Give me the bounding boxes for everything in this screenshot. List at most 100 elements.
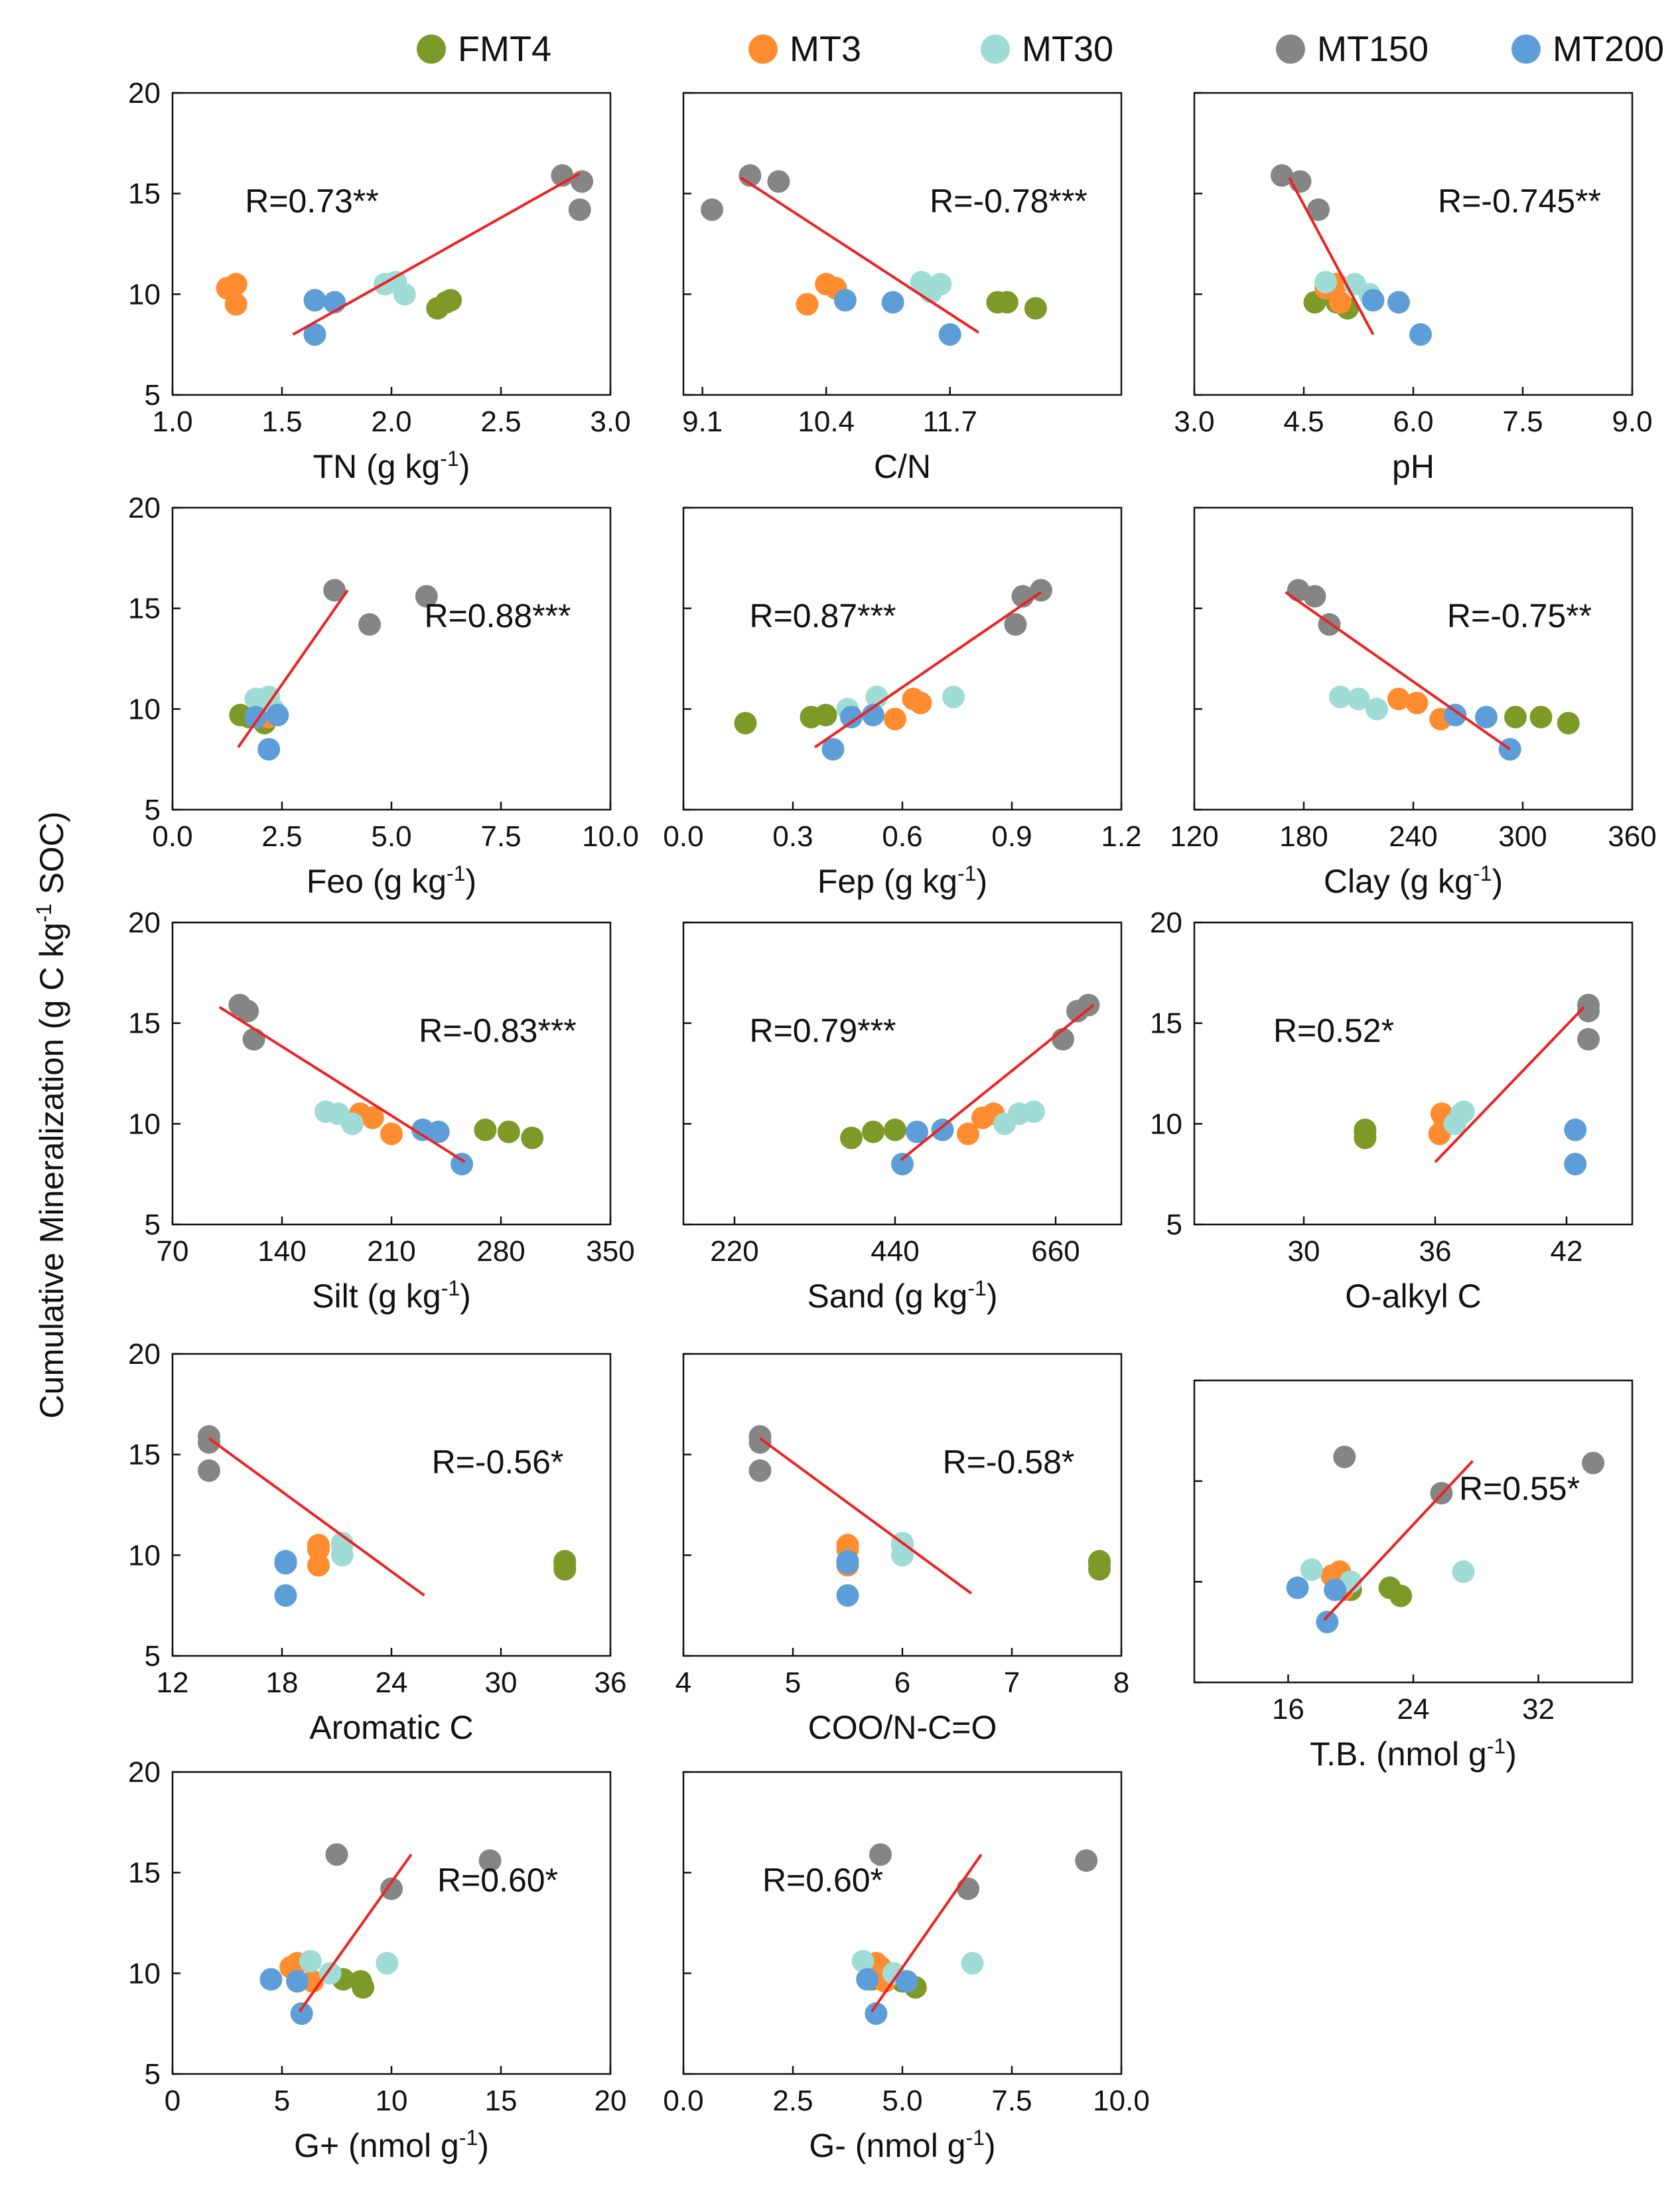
data-point-mt30 xyxy=(1452,1560,1475,1584)
data-point-mt150 xyxy=(701,198,724,221)
x-axis-label: Clay (g kg-1) xyxy=(1324,861,1503,900)
data-point-mt200 xyxy=(840,705,863,729)
x-tick-label: 10 xyxy=(376,2085,408,2117)
data-point-mt3 xyxy=(884,707,906,731)
y-tick-label: 5 xyxy=(1166,1209,1182,1241)
data-point-fmt4 xyxy=(862,1120,884,1143)
plot-frame xyxy=(171,92,612,396)
correlation-annotation: R=-0.58* xyxy=(943,1443,1075,1481)
x-tick-label: 240 xyxy=(1389,820,1437,853)
regression-line xyxy=(1434,1006,1585,1163)
x-tick-label: 5.0 xyxy=(371,820,411,853)
x-axis-label: Sand (g kg-1) xyxy=(807,1276,998,1315)
y-tick-label: 10 xyxy=(128,693,161,725)
regression-line xyxy=(218,1005,466,1163)
y-tick-label: 10 xyxy=(128,1957,161,1990)
plot-frame xyxy=(171,1353,612,1657)
scatter-panel-3: 3.0 4.5 6.0 7.5 9.0 pH R=-0.745** xyxy=(1174,92,1653,485)
data-point-mt150 xyxy=(1577,994,1600,1017)
y-tick-label: 15 xyxy=(128,1439,161,1471)
plot-frame xyxy=(171,1771,612,2075)
data-point-mt150 xyxy=(571,170,594,193)
data-point-mt30 xyxy=(1022,1100,1045,1124)
data-point-mt200 xyxy=(1564,1153,1587,1175)
data-point-mt3 xyxy=(836,1534,859,1557)
data-point-fmt4 xyxy=(1389,1584,1413,1607)
x-axis-label: pH xyxy=(1392,448,1435,485)
y-tick-label: 5 xyxy=(145,379,161,411)
data-point-mt150 xyxy=(198,1459,220,1482)
data-point-mt30 xyxy=(330,1532,354,1555)
legend-entry-mt150: MT150 xyxy=(1276,29,1429,69)
x-tick-label: 0.3 xyxy=(772,820,813,853)
data-point-mt150 xyxy=(748,1459,772,1482)
x-axis-label: Silt (g kg-1) xyxy=(312,1276,471,1315)
y-tick-label: 15 xyxy=(128,593,161,625)
x-tick-label: 7.5 xyxy=(480,820,521,853)
data-point-mt3 xyxy=(1329,291,1352,314)
x-tick-label: 15 xyxy=(485,2085,518,2117)
x-tick-label: 440 xyxy=(871,1235,919,1268)
data-point-mt200 xyxy=(1316,1611,1339,1633)
regression-line xyxy=(739,176,979,334)
legend-entry-mt3: MT3 xyxy=(748,29,861,69)
scatter-panel-14: 0.0 2.5 5.0 7.5 10.0 G- (nmol g-1) R=0.60* xyxy=(663,1771,1150,2164)
data-point-mt150 xyxy=(478,1849,502,1872)
data-point-fmt4 xyxy=(553,1550,577,1573)
x-tick-label: 7.5 xyxy=(991,2085,1032,2117)
correlation-annotation: R=0.55* xyxy=(1459,1470,1580,1507)
data-point-mt200 xyxy=(891,1153,914,1175)
data-point-mt200 xyxy=(906,1120,928,1143)
regression-line xyxy=(759,1437,973,1595)
data-point-mt30 xyxy=(942,686,965,709)
y-tick-label: 10 xyxy=(1150,1108,1182,1140)
y-tick-label: 15 xyxy=(128,178,161,210)
legend-label: MT3 xyxy=(790,29,861,69)
x-tick-label: 11.7 xyxy=(923,406,977,438)
data-point-mt200 xyxy=(833,289,857,312)
x-tick-label: 30 xyxy=(1288,1235,1320,1268)
y-tick-label: 20 xyxy=(1150,907,1182,939)
y-tick-label: 20 xyxy=(128,492,161,524)
data-point-mt200 xyxy=(266,703,289,727)
x-axis-label: COO/N-C=O xyxy=(808,1709,997,1746)
legend-marker xyxy=(1276,35,1305,64)
x-tick-label: 20 xyxy=(595,2085,627,2117)
data-point-mt150 xyxy=(1582,1451,1605,1475)
data-point-mt30 xyxy=(376,1952,399,1975)
data-point-mt3 xyxy=(307,1534,330,1557)
plot-frame xyxy=(1193,1379,1634,1684)
data-point-mt200 xyxy=(1362,289,1385,312)
data-point-mt150 xyxy=(1004,613,1027,636)
y-tick-label: 5 xyxy=(145,1209,161,1241)
x-tick-label: 220 xyxy=(710,1235,758,1268)
data-point-mt3 xyxy=(796,293,819,316)
data-point-mt30 xyxy=(851,1950,875,1973)
data-point-mt30 xyxy=(1314,271,1337,294)
data-point-mt30 xyxy=(1347,688,1370,711)
y-tick-label: 15 xyxy=(128,1007,161,1040)
data-point-fmt4 xyxy=(497,1120,520,1143)
correlation-annotation: R=0.88*** xyxy=(425,597,571,634)
data-point-mt150 xyxy=(1333,1445,1356,1469)
x-tick-label: 1.5 xyxy=(261,406,302,438)
data-point-mt30 xyxy=(865,686,888,709)
y-tick-label: 10 xyxy=(128,1108,161,1140)
data-point-fmt4 xyxy=(1354,1118,1377,1142)
plot-frame xyxy=(171,506,612,811)
scatter-panel-8: 220 440 660 Sand (g kg-1) R=0.79*** xyxy=(682,921,1123,1315)
scatter-panel-6: 120 180 240 300 360 Clay (g kg-1) R=-0.75** xyxy=(1170,506,1657,900)
scatter-panel-4: 0.0 2.5 5.0 7.5 10.0 5 10 15 20 Feo (g kg-1) R=0.8… xyxy=(128,492,639,900)
x-tick-label: 0.9 xyxy=(991,820,1032,853)
x-axis-label: Aromatic C xyxy=(309,1709,473,1746)
scatter-panel-7: 70 140 210 280 350 5 10 15 20 Silt (g kg-1) R=-0.8… xyxy=(128,907,635,1315)
data-point-mt200 xyxy=(856,1968,879,1991)
x-tick-label: 10.0 xyxy=(582,820,639,853)
y-tick-label: 15 xyxy=(1150,1007,1182,1040)
data-point-mt150 xyxy=(323,579,346,602)
x-axis-label: TN (g kg-1) xyxy=(313,447,470,485)
x-axis-label: Fep (g kg-1) xyxy=(817,861,987,900)
x-tick-label: 30 xyxy=(485,1666,518,1699)
data-point-mt150 xyxy=(236,999,259,1023)
